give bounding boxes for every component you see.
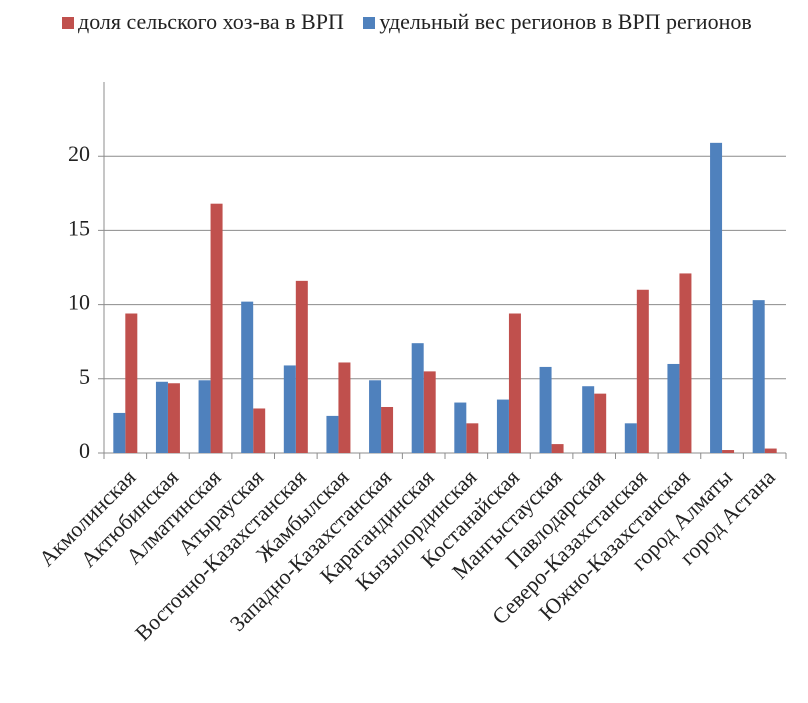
legend-swatch: [62, 17, 74, 29]
bar: [624, 423, 637, 453]
bar: [722, 450, 735, 453]
bar: [283, 365, 296, 453]
bar: [710, 142, 723, 453]
bar: [155, 381, 168, 453]
y-tick-label: 5: [79, 364, 90, 389]
bar: [539, 366, 552, 453]
bar: [381, 406, 394, 453]
bar: [241, 301, 254, 453]
y-tick-label: 20: [68, 141, 90, 166]
bar: [369, 380, 382, 453]
legend-swatch: [363, 17, 376, 29]
bar: [752, 300, 765, 453]
bar: [113, 412, 126, 453]
bar: [253, 408, 266, 453]
y-tick-label: 0: [79, 438, 90, 463]
legend-label: доля сельского хоз-ва в ВРП: [78, 9, 344, 34]
bar: [636, 289, 649, 453]
bar: [551, 444, 564, 453]
bar: [508, 313, 521, 453]
legend: доля сельского хоз-ва в ВРП удельный вес…: [62, 6, 808, 38]
bar: [454, 402, 467, 453]
bar: [198, 380, 211, 453]
bar: [423, 371, 436, 453]
legend-label: удельный вес регионов в ВРП регионов: [379, 9, 752, 34]
y-tick-label: 10: [68, 290, 90, 315]
bar: [582, 386, 595, 453]
bar: [496, 399, 509, 453]
bar: [295, 280, 308, 453]
bar: [167, 383, 180, 453]
bar: [679, 273, 692, 453]
bar: [466, 423, 479, 453]
legend-item: удельный вес регионов в ВРП регионов: [363, 9, 752, 34]
bar: [594, 393, 607, 453]
y-tick-label: 15: [68, 215, 90, 240]
bar: [125, 313, 138, 453]
bar: [667, 363, 680, 453]
bar: [210, 203, 223, 453]
bar: [411, 343, 424, 453]
bar: [764, 448, 777, 453]
bar: [326, 415, 339, 453]
bar: [338, 362, 351, 453]
legend-item: доля сельского хоз-ва в ВРП: [62, 9, 344, 34]
